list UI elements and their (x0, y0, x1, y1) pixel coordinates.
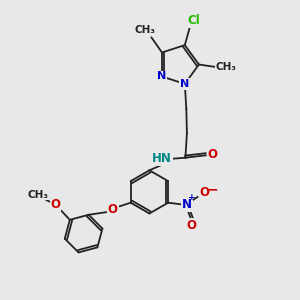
Text: CH₃: CH₃ (28, 190, 49, 200)
Text: N: N (158, 71, 166, 82)
Text: N: N (180, 79, 189, 89)
Text: CH₃: CH₃ (134, 25, 155, 35)
Text: CH₃: CH₃ (215, 62, 236, 72)
Text: O: O (207, 148, 218, 160)
Text: Cl: Cl (188, 14, 200, 27)
Text: O: O (50, 198, 60, 211)
Text: O: O (200, 186, 209, 199)
Text: O: O (108, 203, 118, 216)
Text: O: O (187, 219, 196, 232)
Text: −: − (207, 182, 219, 196)
Text: +: + (188, 193, 196, 202)
Text: N: N (182, 198, 192, 211)
Text: HN: HN (152, 152, 172, 165)
